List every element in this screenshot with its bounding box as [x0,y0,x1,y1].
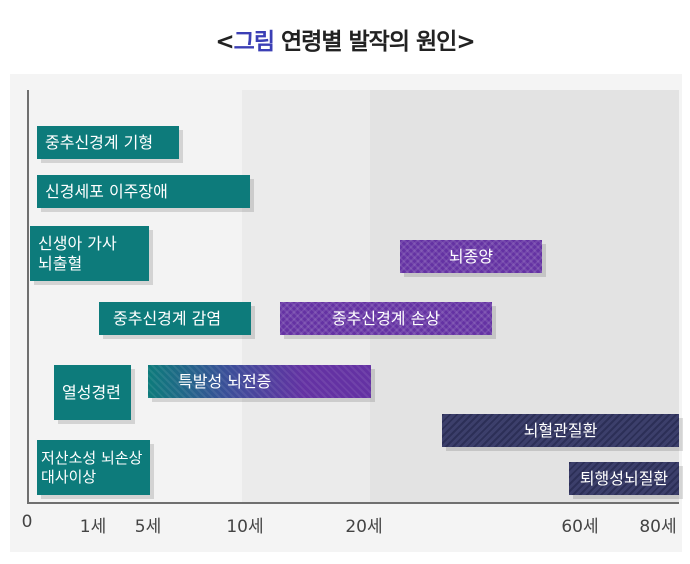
tick-60: 60세 [561,517,599,537]
bar-hypoxic-brain-injury-metabolic: 저산소성 뇌손상 대사이상 [37,440,150,495]
title-bracket-close: > [456,29,475,55]
title-accent: 그림 [233,29,275,55]
title-bracket-open: < [215,29,234,55]
bar-label: 특발성 뇌전증 [178,371,272,391]
bar-label: 중추신경계 손상 [331,308,441,328]
bar-degenerative-brain-disease: 퇴행성뇌질환 [569,462,679,495]
bar-label: 신생아 가사 뇌출혈 [38,234,117,274]
bar-label: 중추신경계 감염 [113,308,222,328]
chart-title: <그림 연령별 발작의 원인> [0,22,690,56]
tick-20: 20세 [345,517,383,537]
tick-80: 80세 [639,517,677,537]
bar-label: 퇴행성뇌질환 [579,468,669,488]
title-text: 연령별 발작의 원인 [274,29,457,55]
tick-0: 0 [21,512,33,532]
bar-brain-tumor: 뇌종양 [400,240,542,273]
bar-neuronal-migration-disorder: 신경세포 이주장애 [37,175,250,208]
bar-label: 뇌종양 [448,246,494,266]
bar-label: 저산소성 뇌손상 대사이상 [41,449,142,487]
bar-label-line1: 신생아 가사 [38,233,117,253]
bar-cerebrovascular-disease: 뇌혈관질환 [442,414,679,447]
age-band-0-10 [27,90,242,504]
bar-cns-injury: 중추신경계 손상 [280,302,492,335]
x-axis-line [27,502,679,504]
bar-idiopathic-epilepsy: 특발성 뇌전증 [148,365,371,398]
bar-label: 신경세포 이주장애 [45,181,168,201]
age-band-10-20 [242,90,370,504]
bar-febrile-seizure: 열성경련 [54,365,131,420]
bar-label-line2: 대사이상 [41,467,97,486]
bar-cns-infection: 중추신경계 감염 [99,302,251,335]
bar-label: 중추신경계 기형 [45,132,154,152]
bar-label: 뇌혈관질환 [523,420,598,440]
bar-cns-malformation: 중추신경계 기형 [37,126,179,159]
bar-neonatal-asphyxia-hemorrhage: 신생아 가사 뇌출혈 [30,226,149,281]
tick-10: 10세 [226,517,264,537]
bar-label: 열성경련 [62,382,121,402]
tick-5: 5세 [134,517,162,537]
y-axis-line [27,90,29,504]
bar-label-line2: 뇌출혈 [38,253,83,273]
tick-1: 1세 [79,517,107,537]
bar-label-line1: 저산소성 뇌손상 [41,448,143,467]
